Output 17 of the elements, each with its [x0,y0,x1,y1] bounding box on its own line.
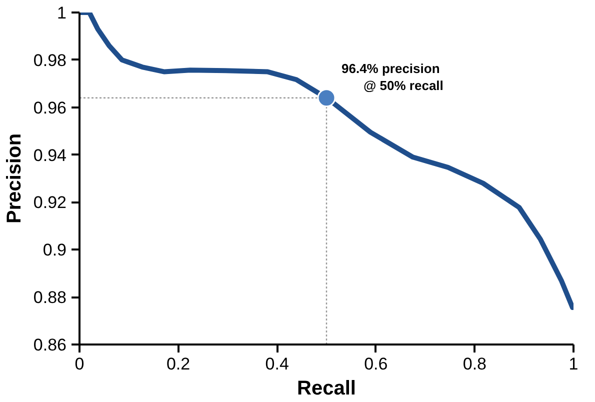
y-tick-label: 0.88 [33,288,67,308]
x-tick-label: 0.8 [462,354,487,374]
y-tick-label: 0.92 [33,193,67,212]
y-tick-label: 0.9 [42,240,67,260]
y-tick-label: 0.98 [33,50,67,70]
x-tick-label: 0.2 [166,354,190,374]
annotation: 96.4% precision @ 50% recall [342,60,444,93]
y-tick-label: 0.96 [33,98,67,118]
x-tick-label: 0.6 [364,354,388,374]
y-tick-label: 0.86 [33,336,67,354]
x-tick-label: 0 [74,354,84,374]
y-tick-label: 0.94 [33,146,67,165]
x-tick-label: 0.4 [265,354,289,374]
y-tick-label: 1 [57,4,67,22]
x-tick-label: 1 [568,354,578,374]
x-axis-title: Recall [297,378,356,400]
y-axis-title: Precision [3,133,26,224]
